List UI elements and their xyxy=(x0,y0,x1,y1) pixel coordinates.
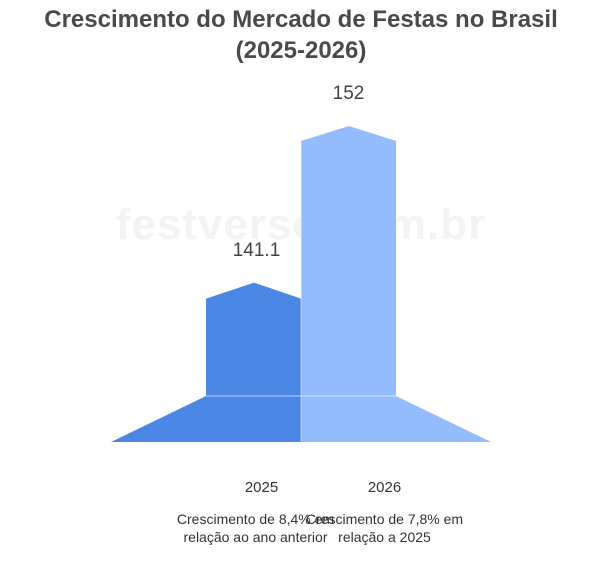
chart-title: Crescimento do Mercado de Festas no Bras… xyxy=(0,4,602,66)
base-left-wedge xyxy=(111,396,301,442)
watermark: festverso.com.br xyxy=(0,200,602,250)
category-label-2026: 2026 xyxy=(367,479,402,496)
base-right-wedge xyxy=(301,396,491,442)
title-line-2: (2025-2026) xyxy=(235,37,367,64)
value-label-2025: 141.1 xyxy=(232,239,281,261)
note-2026: Crescimento de 7,8% em relação a 2025 xyxy=(305,511,464,545)
value-label-2026: 152 xyxy=(332,83,365,104)
bar-2026 xyxy=(301,126,396,396)
category-label-2025: 2025 xyxy=(244,479,279,496)
title-line-1: Crescimento do Mercado de Festas no Bras… xyxy=(44,6,558,33)
bar-2025 xyxy=(206,282,301,396)
note-2025: Crescimento de 8,4% em relação ao ano an… xyxy=(176,511,335,545)
